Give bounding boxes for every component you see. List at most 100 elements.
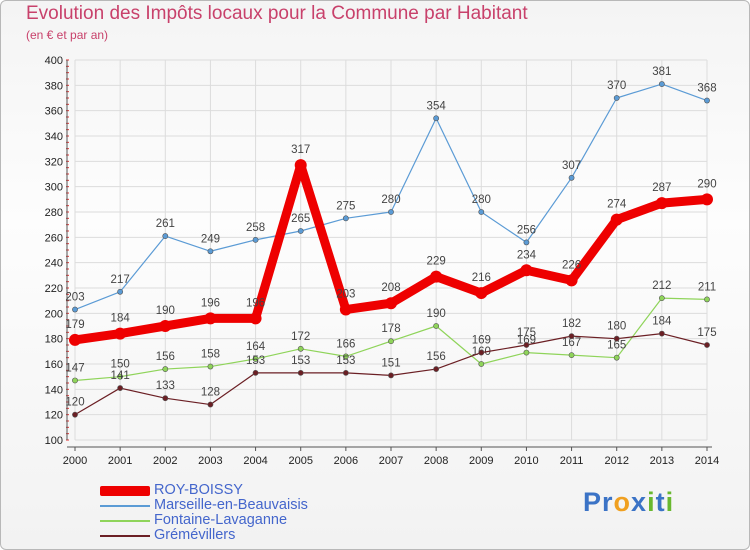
data-point-gr-m-villers	[613, 335, 620, 342]
data-label-marseille-en-beauvaisis: 258	[246, 222, 265, 234]
x-tick-label: 2007	[379, 455, 403, 467]
data-label-roy-boissy: 226	[562, 259, 581, 271]
legend-swatch-fontaine	[100, 520, 150, 522]
data-label-roy-boissy: 216	[472, 272, 491, 284]
data-label-marseille-en-beauvaisis: 261	[156, 218, 175, 230]
data-label-marseille-en-beauvaisis: 307	[562, 160, 581, 172]
data-point-roy-boissy	[159, 320, 172, 332]
data-point-fontaine-lavaganne	[568, 352, 575, 359]
data-point-roy-boissy	[520, 264, 533, 277]
y-tick-label: 100	[45, 435, 63, 447]
data-point-fontaine-lavaganne	[297, 345, 304, 352]
data-point-marseille-en-beauvaisis	[252, 236, 259, 243]
data-point-roy-boissy	[114, 327, 127, 340]
data-label-gr-m-villers: 151	[381, 357, 400, 369]
data-point-fontaine-lavaganne	[342, 353, 349, 360]
data-point-gr-m-villers	[523, 342, 530, 348]
data-label-roy-boissy: 234	[517, 249, 537, 261]
data-label-roy-boissy: 317	[291, 144, 310, 156]
legend-item-gremevillers[interactable]: Grémévillers	[100, 527, 380, 544]
data-label-roy-boissy: 290	[697, 178, 716, 190]
legend-item-marseille[interactable]: Marseille-en-Beauvaisis	[100, 497, 380, 514]
x-tick-label: 2003	[198, 455, 222, 467]
legend-item-fontaine[interactable]: Fontaine-Lavaganne	[100, 512, 380, 529]
data-point-roy-boissy	[69, 333, 81, 346]
y-tick-label: 120	[45, 410, 63, 422]
y-tick-label: 360	[45, 106, 63, 118]
data-point-marseille-en-beauvaisis	[704, 97, 710, 104]
y-tick-label: 200	[45, 308, 63, 320]
data-label-fontaine-lavaganne: 172	[291, 331, 310, 343]
data-label-fontaine-lavaganne: 156	[156, 351, 175, 363]
data-label-gr-m-villers: 153	[336, 355, 355, 367]
y-tick-label: 340	[45, 131, 63, 143]
data-label-marseille-en-beauvaisis: 280	[472, 194, 491, 206]
data-point-roy-boissy	[339, 303, 352, 316]
y-tick-label: 160	[45, 359, 63, 371]
data-point-fontaine-lavaganne	[388, 338, 394, 345]
logo-letter: P	[583, 487, 603, 517]
data-point-marseille-en-beauvaisis	[568, 174, 575, 181]
legend-item-roy-boissy[interactable]: ROY-BOISSY	[100, 482, 380, 499]
legend-label: Marseille-en-Beauvaisis	[154, 497, 308, 513]
data-point-gr-m-villers	[388, 372, 394, 379]
data-label-fontaine-lavaganne: 166	[336, 338, 355, 350]
data-label-marseille-en-beauvaisis: 249	[201, 233, 220, 245]
data-label-marseille-en-beauvaisis: 217	[111, 274, 130, 286]
data-label-fontaine-lavaganne: 165	[607, 340, 626, 352]
data-point-gr-m-villers	[72, 411, 78, 418]
data-point-gr-m-villers	[252, 369, 259, 376]
y-tick-label: 220	[45, 283, 63, 295]
x-tick-label: 2009	[469, 455, 493, 467]
data-point-gr-m-villers	[297, 369, 304, 376]
x-tick-label: 2002	[153, 455, 177, 467]
data-point-roy-boissy	[294, 159, 307, 172]
data-point-fontaine-lavaganne	[117, 373, 124, 380]
data-point-fontaine-lavaganne	[613, 354, 620, 361]
y-tick-label: 380	[45, 80, 63, 92]
data-label-marseille-en-beauvaisis: 275	[336, 200, 355, 212]
data-point-marseille-en-beauvaisis	[342, 215, 349, 222]
data-label-marseille-en-beauvaisis: 280	[381, 194, 400, 206]
data-point-gr-m-villers	[568, 333, 575, 340]
data-label-fontaine-lavaganne: 178	[381, 323, 400, 335]
data-label-roy-boissy: 208	[381, 282, 400, 294]
legend-swatch-gremevillers	[100, 535, 150, 537]
data-label-fontaine-lavaganne: 164	[246, 341, 266, 353]
y-tick-label: 260	[45, 232, 63, 244]
data-label-gr-m-villers: 133	[156, 380, 175, 392]
x-tick-label: 2012	[604, 455, 628, 467]
data-point-marseille-en-beauvaisis	[162, 233, 169, 239]
data-label-marseille-en-beauvaisis: 370	[607, 80, 626, 92]
data-point-gr-m-villers	[478, 349, 485, 356]
data-label-fontaine-lavaganne: 212	[652, 280, 671, 292]
data-label-fontaine-lavaganne: 211	[698, 281, 716, 293]
data-label-marseille-en-beauvaisis: 256	[517, 224, 536, 236]
data-point-gr-m-villers	[162, 395, 169, 402]
x-tick-label: 2004	[243, 455, 267, 467]
x-tick-label: 2005	[288, 455, 312, 467]
logo-letter: i	[647, 487, 656, 517]
data-point-roy-boissy	[655, 197, 668, 210]
data-point-roy-boissy	[610, 213, 623, 226]
data-label-gr-m-villers: 184	[652, 316, 672, 328]
data-point-gr-m-villers	[117, 385, 124, 391]
data-point-fontaine-lavaganne	[207, 363, 214, 370]
data-label-gr-m-villers: 141	[111, 370, 130, 382]
data-label-roy-boissy: 184	[111, 313, 131, 325]
data-label-marseille-en-beauvaisis: 381	[652, 66, 671, 78]
data-point-marseille-en-beauvaisis	[207, 248, 214, 255]
data-label-gr-m-villers: 169	[472, 335, 491, 347]
data-label-fontaine-lavaganne: 167	[562, 337, 581, 349]
data-label-roy-boissy: 179	[65, 319, 84, 331]
data-point-marseille-en-beauvaisis	[72, 306, 78, 313]
data-point-marseille-en-beauvaisis	[478, 209, 485, 215]
data-label-gr-m-villers: 175	[697, 327, 716, 339]
data-label-gr-m-villers: 180	[607, 321, 626, 333]
data-point-gr-m-villers	[433, 366, 440, 372]
data-label-roy-boissy: 287	[652, 182, 671, 194]
data-point-roy-boissy	[204, 312, 217, 325]
data-point-fontaine-lavaganne	[658, 295, 665, 302]
data-label-marseille-en-beauvaisis: 203	[65, 292, 84, 304]
